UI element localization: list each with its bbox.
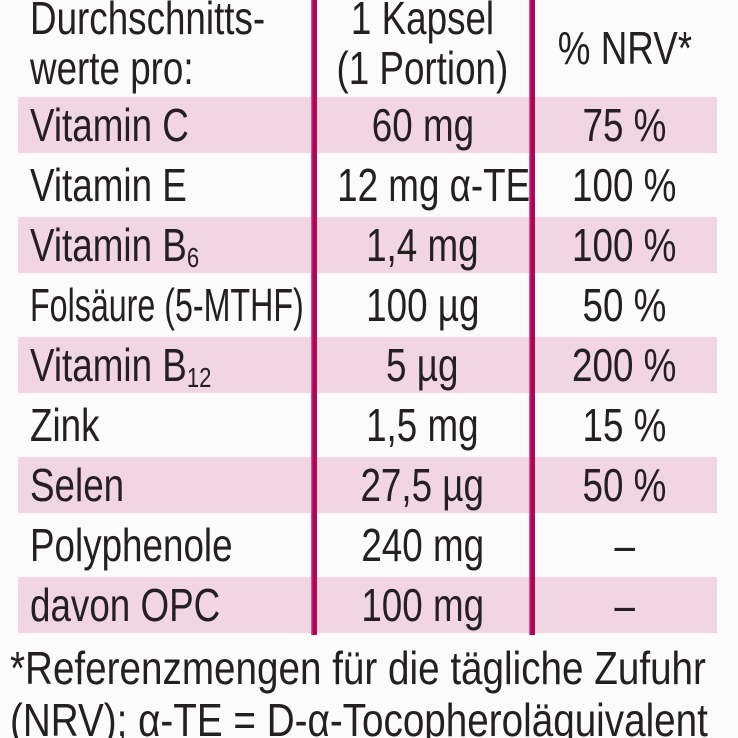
nutrient-name: Selen — [30, 459, 125, 511]
table-row: davon OPC 100 mg – — [0, 575, 738, 635]
nrv-value: 100 % — [572, 219, 677, 271]
subscript: 12 — [186, 362, 212, 394]
amount-value: 27,5 µg — [360, 459, 485, 511]
nutrient-name: davon OPC — [30, 579, 221, 631]
table-row: Zink 1,5 mg 15 % — [0, 395, 738, 455]
footnote-line2: (NRV); α-TE = D-α-Tocopheroläquivalent — [10, 694, 708, 738]
nrv-value: 75 % — [582, 99, 667, 151]
footnote: *Referenzmengen für die tägliche Zufuhr … — [0, 635, 738, 738]
subscript: 6 — [186, 242, 200, 274]
amount-value: 12 mg α-TE — [337, 159, 531, 211]
table-row: Folsäure (5-MTHF) 100 µg 50 % — [0, 275, 738, 335]
header-portion-line2: (1 Portion) — [336, 42, 509, 94]
amount-value: 1,5 mg — [366, 399, 479, 451]
header-portion: 1 Kapsel (1 Portion) — [313, 0, 532, 94]
amount-value: 1,4 mg — [366, 219, 479, 271]
nrv-value: 50 % — [582, 459, 667, 511]
nutrient-name: Vitamin B12 — [30, 339, 212, 394]
header-portion-line1: 1 Kapsel — [350, 0, 495, 44]
nrv-value: 100 % — [572, 159, 677, 211]
column-divider-left — [311, 0, 317, 635]
amount-value: 5 µg — [386, 339, 459, 391]
nrv-value: 200 % — [572, 339, 677, 391]
amount-value: 240 mg — [361, 519, 484, 571]
table-header: Durchschnitts- werte pro: 1 Kapsel (1 Po… — [0, 0, 738, 95]
nrv-value: – — [614, 519, 635, 571]
amount-value: 100 µg — [365, 279, 480, 331]
header-nrv: % NRV* — [557, 21, 692, 74]
nutrient-name: Vitamin E — [30, 159, 187, 211]
table-row: Vitamin B6 1,4 mg 100 % — [0, 215, 738, 275]
nutrient-name: Zink — [30, 399, 100, 451]
column-divider-right — [529, 0, 535, 635]
table-row: Polyphenole 240 mg – — [0, 515, 738, 575]
nutrient-name: Vitamin C — [30, 99, 189, 151]
nutrient-name: Folsäure (5-MTHF) — [30, 279, 304, 331]
nutrient-name: Vitamin B6 — [30, 219, 200, 274]
nrv-value: 15 % — [582, 399, 667, 451]
table-row: Selen 27,5 µg 50 % — [0, 455, 738, 515]
table-row: Vitamin B12 5 µg 200 % — [0, 335, 738, 395]
nrv-value: 50 % — [582, 279, 667, 331]
footnote-line1: *Referenzmengen für die tägliche Zufuhr — [10, 642, 706, 694]
header-averages: Durchschnitts- werte pro: — [0, 0, 313, 94]
nutrient-name: Polyphenole — [30, 519, 233, 571]
nrv-value: – — [614, 579, 635, 631]
amount-value: 100 mg — [361, 579, 484, 631]
header-averages-line1: Durchschnitts- — [30, 0, 266, 44]
amount-value: 60 mg — [371, 99, 474, 151]
header-averages-line2: werte pro: — [30, 42, 194, 94]
table-row: Vitamin C 60 mg 75 % — [0, 95, 738, 155]
table-row: Vitamin E 12 mg α-TE 100 % — [0, 155, 738, 215]
